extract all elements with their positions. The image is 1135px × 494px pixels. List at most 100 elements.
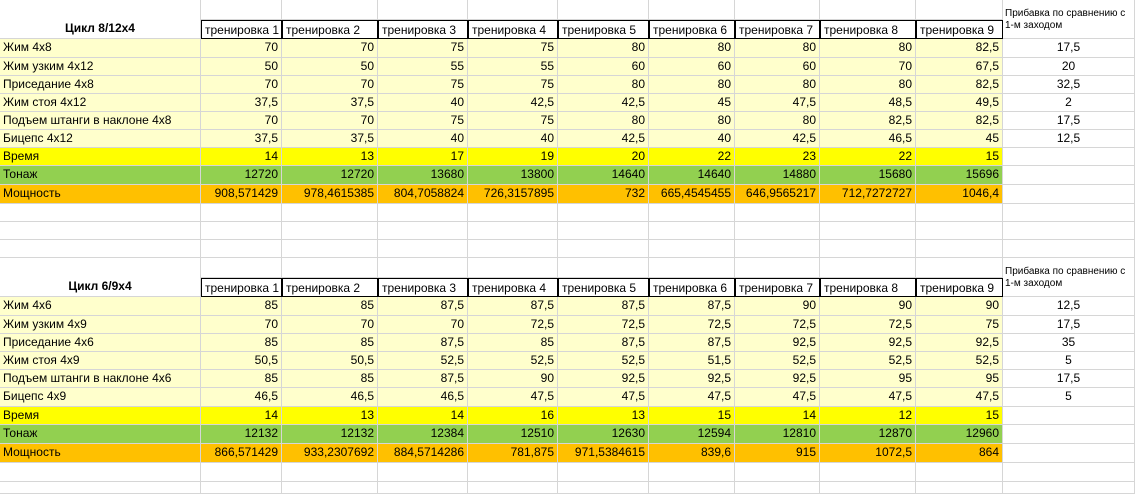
blank-cell [916,463,1003,482]
value-cell: 47,5 [820,388,916,407]
column-header: тренировка 4 [468,20,558,39]
power-cell: 646,9565217 [735,185,820,204]
blank-cell [916,240,1003,258]
blank-cell [201,463,282,482]
value-cell: 82,5 [916,112,1003,130]
value-cell: 52,5 [378,352,468,370]
value-cell: 92,5 [820,334,916,352]
value-cell: 75 [378,76,468,94]
value-cell: 55 [378,58,468,76]
value-cell: 72,5 [735,316,820,334]
value-cell: 90 [735,297,820,316]
extra-cell: 17,5 [1003,316,1135,334]
blank-cell [378,222,468,240]
value-cell: 40 [378,130,468,148]
blank-cell [558,0,649,20]
value-cell: 87,5 [649,334,735,352]
value-cell: 80 [735,39,820,58]
value-cell: 87,5 [378,297,468,316]
value-cell: 37,5 [282,130,378,148]
value-cell: 47,5 [735,388,820,407]
power-label: Мощность [0,444,201,463]
blank-cell [378,240,468,258]
extra-cell: 17,5 [1003,39,1135,58]
table-title: Цикл 8/12х4 [0,0,201,39]
value-cell: 67,5 [916,58,1003,76]
value-cell: 52,5 [735,352,820,370]
value-cell: 55 [468,58,558,76]
value-cell: 92,5 [649,370,735,388]
blank-cell [558,258,649,278]
column-header: тренировка 2 [282,278,378,297]
blank-cell [649,482,735,494]
value-cell: 70 [282,39,378,58]
blank-cell [558,463,649,482]
blank-cell [735,204,820,222]
extra-cell: 17,5 [1003,370,1135,388]
blank-cell [1003,425,1135,444]
blank-cell [468,222,558,240]
blank-cell [558,240,649,258]
value-cell: 50,5 [282,352,378,370]
tonnage-cell: 14640 [649,166,735,185]
blank-cell [916,204,1003,222]
time-cell: 15 [916,148,1003,166]
blank-cell [0,482,201,494]
value-cell: 80 [558,39,649,58]
value-cell: 90 [468,370,558,388]
blank-cell [558,204,649,222]
value-cell: 47,5 [735,94,820,112]
value-cell: 80 [735,112,820,130]
tonnage-cell: 12720 [282,166,378,185]
blank-cell [820,240,916,258]
value-cell: 60 [735,58,820,76]
value-cell: 90 [916,297,1003,316]
blank-cell [649,463,735,482]
blank-cell [916,222,1003,240]
power-cell: 978,4615385 [282,185,378,204]
time-cell: 22 [820,148,916,166]
tonnage-cell: 12960 [916,425,1003,444]
value-cell: 80 [649,112,735,130]
tonnage-cell: 12810 [735,425,820,444]
blank-cell [378,258,468,278]
value-cell: 72,5 [558,316,649,334]
value-cell: 85 [468,334,558,352]
column-header: тренировка 7 [735,278,820,297]
time-label: Время [0,407,201,425]
tonnage-cell: 12384 [378,425,468,444]
value-cell: 85 [282,334,378,352]
power-cell: 712,7272727 [820,185,916,204]
tonnage-cell: 12594 [649,425,735,444]
blank-cell [820,258,916,278]
power-cell: 915 [735,444,820,463]
blank-cell [916,482,1003,494]
value-cell: 48,5 [820,94,916,112]
value-cell: 42,5 [558,130,649,148]
value-cell: 46,5 [201,388,282,407]
value-cell: 70 [201,112,282,130]
time-cell: 17 [378,148,468,166]
value-cell: 87,5 [468,297,558,316]
value-cell: 40 [649,130,735,148]
blank-cell [201,204,282,222]
value-cell: 75 [468,76,558,94]
tonnage-cell: 12870 [820,425,916,444]
blank-cell [282,204,378,222]
value-cell: 80 [558,76,649,94]
blank-cell [468,0,558,20]
value-cell: 51,5 [649,352,735,370]
column-header: тренировка 6 [649,20,735,39]
blank-cell [282,463,378,482]
extra-cell: 12,5 [1003,130,1135,148]
blank-cell [201,482,282,494]
value-cell: 80 [649,76,735,94]
value-cell: 80 [820,76,916,94]
column-header: тренировка 2 [282,20,378,39]
blank-cell [649,222,735,240]
time-cell: 15 [916,407,1003,425]
power-cell: 1046,4 [916,185,1003,204]
column-header: тренировка 6 [649,278,735,297]
value-cell: 92,5 [916,334,1003,352]
